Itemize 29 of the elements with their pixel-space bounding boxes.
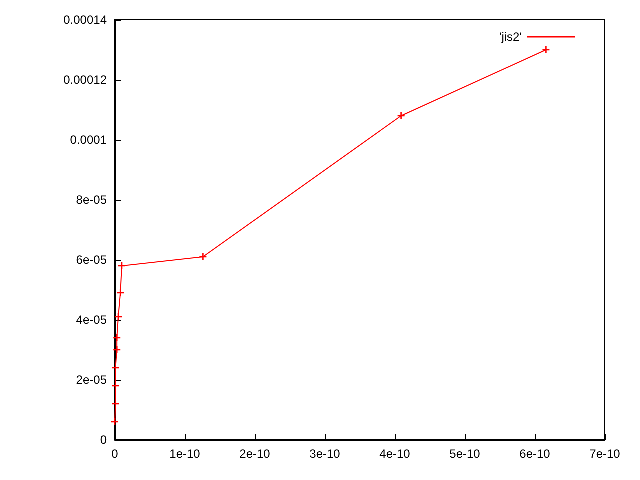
x-tick-label: 2e-10 [240,447,271,461]
y-tick-label: 0 [100,433,108,447]
point [112,400,120,408]
point [114,312,123,322]
y-tick-label: 0.0001 [70,133,108,147]
x-tick-label: 3e-10 [310,447,341,461]
y-tick-label: 2e-05 [76,373,108,387]
x-tick-label: 4e-10 [380,447,411,461]
y-tick-label: 6e-05 [76,253,108,267]
y-tick-label: 0.00012 [64,73,108,87]
x-tick-label: 5e-10 [450,447,481,461]
point [118,262,126,270]
y-tick-label: 0.00014 [64,13,108,27]
x-tick-label: 0 [112,447,119,461]
point [116,288,125,298]
y-tick-label: 8e-05 [76,193,108,207]
point [112,364,120,372]
point [110,418,120,426]
point [397,112,406,120]
point [112,382,120,390]
point [112,334,122,342]
x-tick-label: 7e-10 [590,447,621,461]
y-tick-label: 4e-05 [76,313,108,327]
point [199,252,208,262]
x-tick-label: 1e-10 [170,447,201,461]
point [112,346,122,354]
x-tick-label: 6e-10 [520,447,551,461]
point [542,46,550,54]
legend-label: 'jis2' [499,30,522,44]
